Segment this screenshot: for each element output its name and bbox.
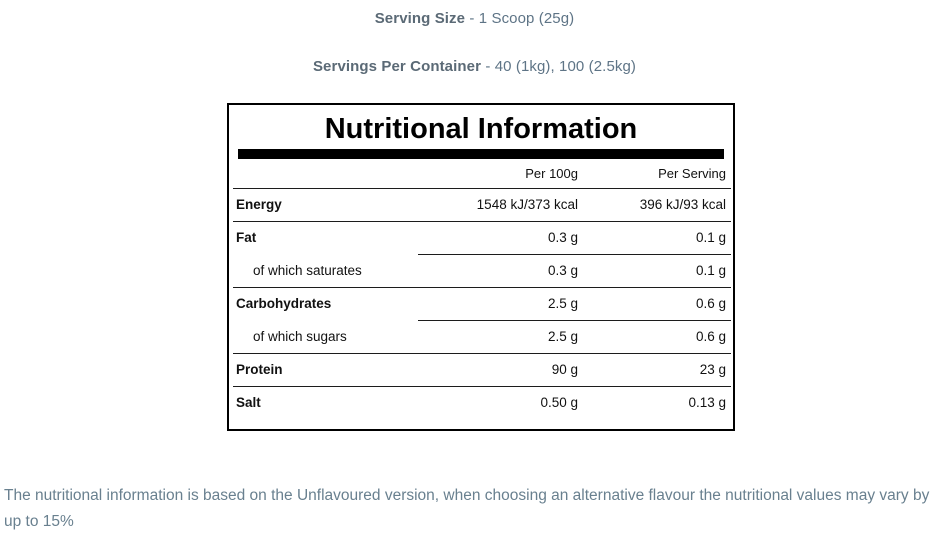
servings-per-container-line: Servings Per Container - 40 (1kg), 100 (… xyxy=(0,58,949,75)
table-row-sugars: of which sugars 2.5 g 0.6 g xyxy=(229,320,733,353)
row-per-100g: 1548 kJ/373 kcal xyxy=(476,197,578,212)
table-row-salt: Salt 0.50 g 0.13 g xyxy=(229,386,733,419)
row-label: Fat xyxy=(236,230,257,245)
row-per-serving: 0.6 g xyxy=(695,329,726,344)
row-per-100g: 2.5 g xyxy=(547,296,578,311)
table-row-protein: Protein 90 g 23 g xyxy=(229,353,733,386)
table-row-energy: Energy 1548 kJ/373 kcal 396 kJ/93 kcal xyxy=(229,188,733,221)
table-row-fat: Fat 0.3 g 0.1 g xyxy=(229,221,733,254)
table-row-carbohydrates: Carbohydrates 2.5 g 0.6 g xyxy=(229,287,733,320)
row-per-serving: 0.1 g xyxy=(695,263,726,278)
row-label: Salt xyxy=(236,395,261,410)
row-label: of which saturates xyxy=(253,263,362,278)
serving-size-value: - 1 Scoop (25g) xyxy=(469,10,575,27)
nutrition-disclaimer-text: The nutritional information is based on … xyxy=(4,487,930,530)
row-per-100g: 0.3 g xyxy=(547,263,578,278)
row-per-100g: 0.50 g xyxy=(540,395,578,410)
row-label: Carbohydrates xyxy=(236,296,332,311)
serving-size-label: Serving Size xyxy=(374,10,466,27)
servings-per-container-value: - 40 (1kg), 100 (2.5kg) xyxy=(485,58,637,75)
serving-size-line: Serving Size - 1 Scoop (25g) xyxy=(0,10,949,27)
column-header-per-100g: Per 100g xyxy=(525,166,578,181)
row-per-100g: 90 g xyxy=(551,362,578,377)
divider-bar xyxy=(238,149,724,159)
row-label: Energy xyxy=(236,197,282,212)
row-per-100g: 0.3 g xyxy=(547,230,578,245)
row-per-serving: 0.1 g xyxy=(695,230,726,245)
row-per-serving: 0.13 g xyxy=(688,395,726,410)
nutrition-table-title: Nutritional Information xyxy=(324,113,638,145)
nutrition-table-header-row: Per 100g Per Serving xyxy=(229,159,733,188)
servings-per-container-label: Servings Per Container xyxy=(312,58,482,75)
row-label: of which sugars xyxy=(253,329,347,344)
column-header-per-serving: Per Serving xyxy=(658,166,726,181)
nutrition-table: Nutritional Information Per 100g Per Ser… xyxy=(227,103,735,431)
row-per-serving: 23 g xyxy=(699,362,726,377)
table-row-saturates: of which saturates 0.3 g 0.1 g xyxy=(229,254,733,287)
row-per-serving: 396 kJ/93 kcal xyxy=(639,197,726,212)
row-per-serving: 0.6 g xyxy=(695,296,726,311)
row-per-100g: 2.5 g xyxy=(547,329,578,344)
row-label: Protein xyxy=(236,362,283,377)
